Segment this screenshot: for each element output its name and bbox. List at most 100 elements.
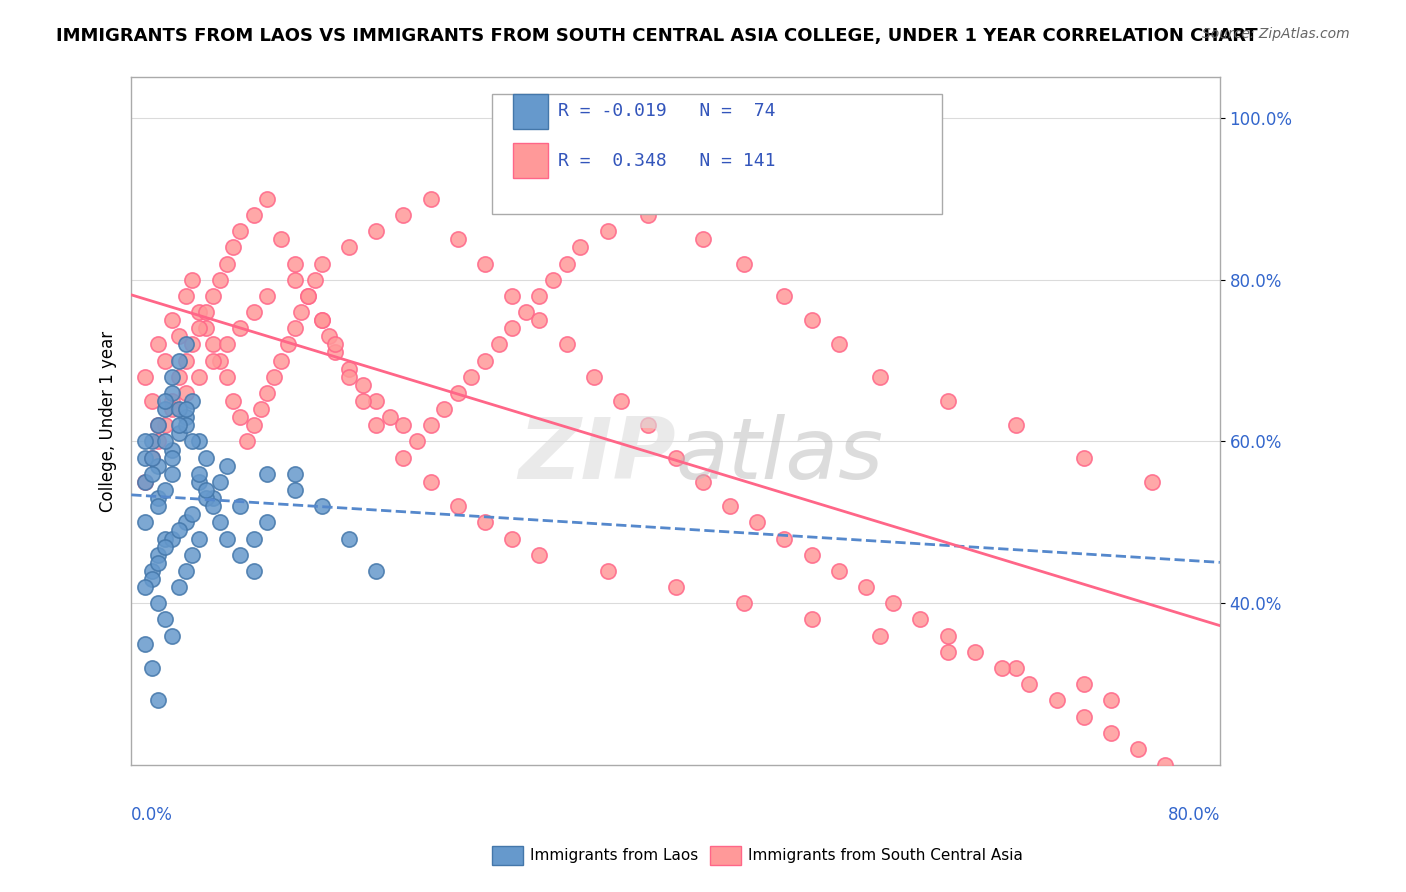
Point xyxy=(392,208,415,222)
Point xyxy=(167,418,190,433)
Text: IMMIGRANTS FROM LAOS VS IMMIGRANTS FROM SOUTH CENTRAL ASIA COLLEGE, UNDER 1 YEAR: IMMIGRANTS FROM LAOS VS IMMIGRANTS FROM … xyxy=(56,27,1258,45)
Point xyxy=(664,450,686,465)
Point xyxy=(160,394,183,409)
Point xyxy=(134,637,156,651)
Point xyxy=(378,410,401,425)
Point xyxy=(277,337,299,351)
Point xyxy=(337,369,360,384)
Point xyxy=(195,321,218,335)
Point xyxy=(160,629,183,643)
Point xyxy=(1140,475,1163,489)
Point xyxy=(160,442,183,457)
Point xyxy=(148,491,170,505)
Point xyxy=(290,305,312,319)
Point xyxy=(596,564,619,578)
Point xyxy=(141,434,163,449)
Point xyxy=(541,273,564,287)
Point xyxy=(529,313,551,327)
Point xyxy=(1018,677,1040,691)
Point xyxy=(325,345,347,359)
Point xyxy=(366,224,388,238)
Text: Source: ZipAtlas.com: Source: ZipAtlas.com xyxy=(1202,27,1350,41)
Point xyxy=(160,402,183,417)
Point xyxy=(249,402,271,417)
Point xyxy=(188,305,211,319)
Point xyxy=(1045,693,1067,707)
Point xyxy=(174,386,197,401)
Point xyxy=(529,289,551,303)
Point xyxy=(181,337,204,351)
Point xyxy=(215,458,238,473)
Point xyxy=(515,305,537,319)
Point xyxy=(195,483,218,497)
Point xyxy=(936,629,959,643)
Point xyxy=(148,434,170,449)
Text: ZIP: ZIP xyxy=(517,414,675,497)
Point xyxy=(141,450,163,465)
Point xyxy=(160,467,183,481)
Point xyxy=(936,645,959,659)
Point xyxy=(236,434,259,449)
Point xyxy=(188,532,211,546)
Point xyxy=(134,516,156,530)
Point xyxy=(229,548,252,562)
Point xyxy=(188,434,211,449)
Point xyxy=(148,418,170,433)
Point xyxy=(419,418,441,433)
Point xyxy=(664,192,686,206)
Point xyxy=(501,532,523,546)
Point xyxy=(174,353,197,368)
Point xyxy=(596,224,619,238)
Point xyxy=(433,402,456,417)
Point xyxy=(155,483,177,497)
Text: atlas: atlas xyxy=(675,414,883,497)
Point xyxy=(174,418,197,433)
Point xyxy=(311,313,333,327)
Point xyxy=(215,337,238,351)
Point xyxy=(242,418,264,433)
Point xyxy=(283,483,305,497)
Point xyxy=(174,516,197,530)
Point xyxy=(181,394,204,409)
Point xyxy=(208,353,231,368)
Point xyxy=(733,596,755,610)
Point xyxy=(366,564,388,578)
Point xyxy=(208,516,231,530)
Y-axis label: College, Under 1 year: College, Under 1 year xyxy=(100,331,117,512)
Point xyxy=(167,524,190,538)
Text: R = -0.019   N =  74: R = -0.019 N = 74 xyxy=(558,103,776,120)
Point xyxy=(188,475,211,489)
Point xyxy=(692,475,714,489)
Point xyxy=(155,353,177,368)
Point xyxy=(174,402,197,417)
Point xyxy=(283,256,305,270)
Point xyxy=(610,394,633,409)
Point xyxy=(283,467,305,481)
Point xyxy=(167,426,190,441)
Point xyxy=(134,475,156,489)
Point xyxy=(936,394,959,409)
Point xyxy=(1073,450,1095,465)
Point xyxy=(773,289,796,303)
Point xyxy=(188,467,211,481)
Point xyxy=(141,394,163,409)
Text: Immigrants from Laos: Immigrants from Laos xyxy=(530,848,699,863)
Point xyxy=(229,499,252,513)
Point xyxy=(201,289,224,303)
Point xyxy=(366,418,388,433)
Point xyxy=(337,361,360,376)
Text: 0.0%: 0.0% xyxy=(131,805,173,823)
Point xyxy=(447,386,470,401)
Point xyxy=(311,499,333,513)
Point xyxy=(1073,709,1095,723)
Point xyxy=(160,313,183,327)
Point xyxy=(167,353,190,368)
Point xyxy=(501,289,523,303)
Point xyxy=(419,475,441,489)
Point xyxy=(208,273,231,287)
Point xyxy=(304,273,326,287)
Point xyxy=(869,629,891,643)
Text: R =  0.348   N = 141: R = 0.348 N = 141 xyxy=(558,152,776,169)
Point xyxy=(270,353,292,368)
Point xyxy=(201,353,224,368)
